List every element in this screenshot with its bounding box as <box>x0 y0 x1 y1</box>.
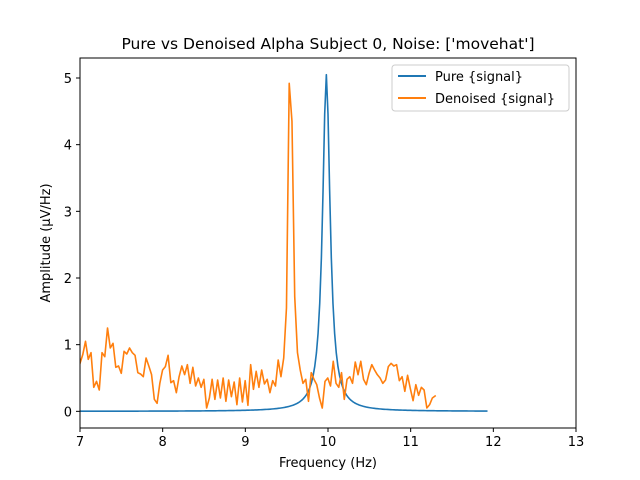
y-axis-label: Amplitude (μV/Hz) <box>39 183 54 302</box>
x-tick-label-10: 10 <box>320 435 337 450</box>
series-line-pure <box>80 73 488 413</box>
y-tick-label-0: 0 <box>64 405 72 420</box>
x-tick-label-11: 11 <box>402 435 419 450</box>
x-axis-label: Frequency (Hz) <box>279 456 377 471</box>
x-tick-label-9: 9 <box>241 435 249 450</box>
y-tick-label-5: 5 <box>64 72 72 87</box>
legend: Pure {signal} Denoised {signal} <box>391 64 570 112</box>
chart-title: Pure vs Denoised Alpha Subject 0, Noise:… <box>121 35 534 53</box>
series-line-denoised <box>80 82 437 409</box>
x-tick-label-7: 7 <box>76 435 84 450</box>
legend-label-denoised: Denoised {signal} <box>435 92 555 107</box>
y-tick-label-4: 4 <box>64 139 72 154</box>
x-tick-label-13: 13 <box>568 435 585 450</box>
x-tick-label-12: 12 <box>485 435 502 450</box>
series-layer <box>80 73 488 413</box>
y-tick-label-2: 2 <box>64 272 72 287</box>
x-tick-label-8: 8 <box>159 435 167 450</box>
x-axis: 7 8 9 10 11 12 13 <box>76 428 584 450</box>
y-tick-label-3: 3 <box>64 205 72 220</box>
y-axis: 0 1 2 3 4 5 <box>64 72 80 420</box>
legend-label-pure: Pure {signal} <box>435 70 523 85</box>
y-tick-label-1: 1 <box>64 339 72 354</box>
legend-box <box>391 64 570 112</box>
